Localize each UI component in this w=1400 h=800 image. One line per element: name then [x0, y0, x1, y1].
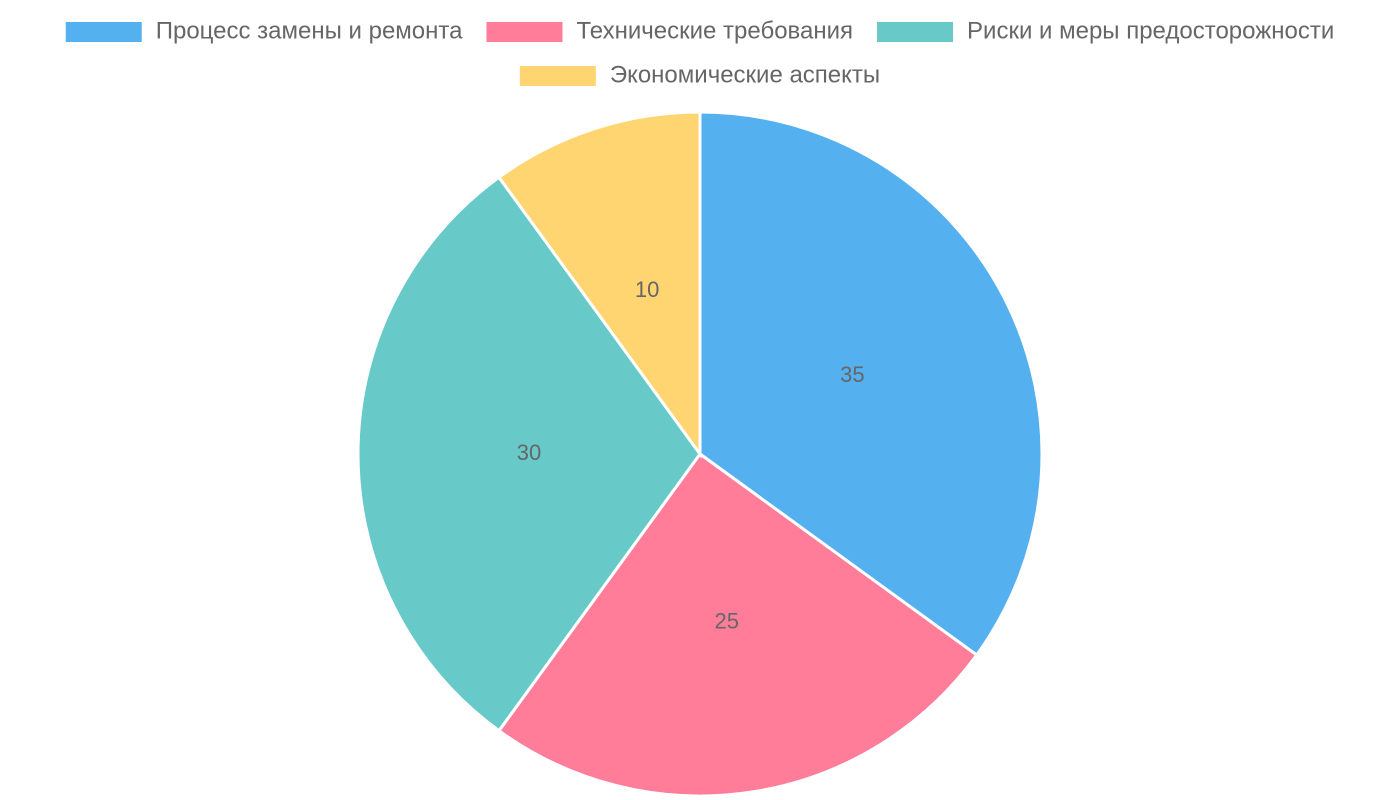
legend-item: Технические требования: [486, 17, 853, 44]
legend-swatch: [519, 66, 596, 86]
value-label: 35: [840, 362, 864, 387]
pie-slice: [496, 451, 979, 798]
pie: [356, 110, 1044, 798]
value-label: 30: [517, 440, 541, 465]
pie-slice: [698, 110, 1044, 658]
legend-item: Процесс замены и ремонта: [65, 17, 463, 44]
value-label: 10: [635, 277, 659, 302]
legend-swatch: [486, 22, 563, 42]
value-labels: 35 25 30 10: [517, 277, 865, 634]
pie-slice: [356, 175, 702, 733]
legend-swatch: [65, 22, 142, 42]
legend-label: Экономические аспекты: [610, 61, 880, 88]
value-label: 25: [715, 609, 739, 634]
legend-item: Риски и меры предосторожности: [877, 17, 1334, 44]
legend-label: Риски и меры предосторожности: [967, 17, 1334, 44]
pie-slice: [496, 110, 702, 459]
legend-item: Экономические аспекты: [519, 61, 880, 88]
legend-label: Процесс замены и ремонта: [156, 17, 463, 44]
legend-swatch: [877, 22, 954, 42]
legend-label: Технические требования: [576, 17, 853, 44]
legend: Процесс замены и ремонта Технические треб…: [65, 17, 1334, 88]
